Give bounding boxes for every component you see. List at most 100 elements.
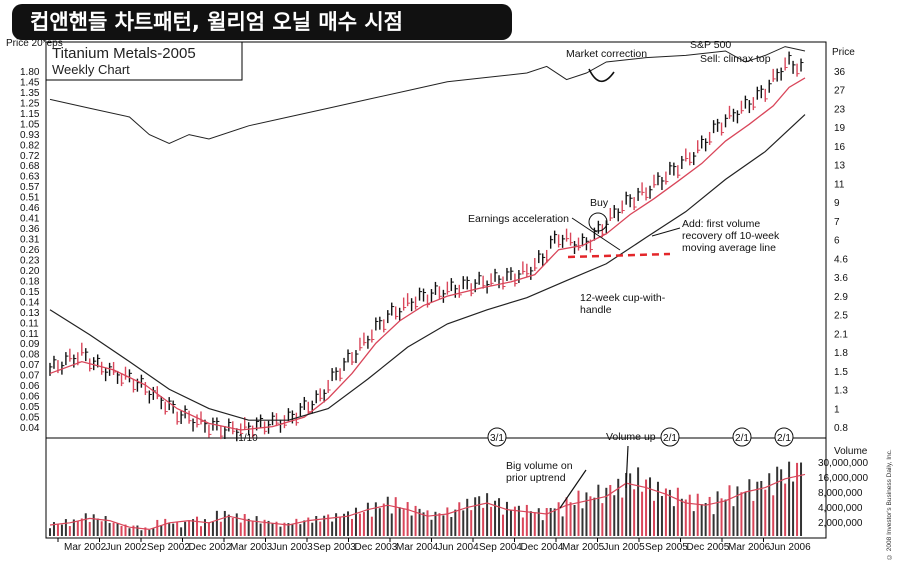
volume-bar bbox=[728, 485, 731, 536]
earnings-arrow bbox=[571, 217, 621, 251]
x-tick-label: Jun 2004 bbox=[438, 542, 480, 553]
volume-bar bbox=[227, 514, 230, 536]
volume-bar bbox=[215, 510, 218, 536]
volume-bar bbox=[104, 516, 107, 536]
volume-axis-label: Volume bbox=[834, 446, 868, 457]
right-tick-label: 2.9 bbox=[834, 292, 848, 303]
volume-bar bbox=[351, 518, 353, 536]
moving-average-lines bbox=[49, 77, 806, 431]
volume-bar bbox=[509, 509, 512, 536]
left-tick-label: 0.11 bbox=[20, 318, 39, 329]
volume-tick-label: 16,000,000 bbox=[818, 473, 868, 484]
volume-bar bbox=[323, 515, 326, 536]
volume-bar bbox=[148, 529, 151, 536]
left-tick-label: 1.25 bbox=[20, 98, 40, 109]
volume-bar bbox=[458, 502, 461, 536]
ma10-line bbox=[49, 77, 806, 431]
volume-bar bbox=[577, 490, 580, 536]
right-tick-label: 1.5 bbox=[834, 367, 848, 378]
x-tick-label: Jun 2005 bbox=[604, 542, 646, 553]
volume-bar bbox=[593, 497, 596, 536]
left-tick-label: 1.80 bbox=[20, 67, 40, 78]
volume-bar bbox=[64, 519, 67, 536]
left-tick-label: 0.23 bbox=[20, 255, 40, 266]
volume-bar bbox=[569, 502, 572, 536]
volume-bar bbox=[537, 508, 540, 536]
volume-bar bbox=[192, 519, 195, 536]
volume-bar bbox=[140, 530, 143, 536]
volume-bar bbox=[88, 521, 91, 536]
volume-bar bbox=[776, 466, 779, 536]
buy-circle bbox=[588, 212, 608, 232]
volume-bar bbox=[347, 511, 350, 536]
volume-bar bbox=[668, 489, 671, 536]
split-label: 2/1 bbox=[777, 433, 791, 444]
volume-bar bbox=[144, 527, 147, 536]
title-banner: 컵앤핸들 차트패턴, 윌리엄 오닐 매수 시점 bbox=[12, 4, 512, 40]
volume-tick-label: 4,000,000 bbox=[818, 503, 863, 514]
note-add-fo: Add: first volume recovery off 10-week m… bbox=[682, 218, 779, 254]
right-tick-label: 9 bbox=[834, 198, 840, 209]
volume-bar bbox=[68, 526, 71, 536]
big-volume-arrow bbox=[559, 469, 587, 509]
volume-bar bbox=[684, 499, 687, 536]
volume-bar bbox=[370, 516, 373, 536]
split-circle bbox=[660, 427, 680, 447]
volume-bar bbox=[414, 505, 417, 536]
split-circle bbox=[732, 427, 752, 447]
volume-bar bbox=[116, 523, 119, 536]
volume-bar bbox=[621, 497, 624, 536]
right-tick-label: 2.5 bbox=[834, 311, 848, 322]
volume-bar bbox=[259, 523, 262, 536]
volume-bar bbox=[653, 500, 655, 536]
volume-bar bbox=[219, 521, 222, 536]
volume-bar bbox=[680, 498, 683, 536]
left-tick-label: 0.09 bbox=[20, 339, 40, 350]
volume-bar bbox=[740, 492, 743, 536]
x-tick-label: Jun 2002 bbox=[106, 542, 148, 553]
right-tick-label: 1.8 bbox=[834, 348, 848, 359]
left-tick-label: 0.14 bbox=[20, 297, 40, 308]
volume-bar bbox=[605, 487, 608, 536]
volume-bar bbox=[533, 512, 536, 536]
volume-bar bbox=[442, 515, 445, 536]
volume-bar bbox=[521, 517, 524, 536]
volume-bar bbox=[402, 509, 405, 536]
left-tick-label: 0.41 bbox=[20, 214, 40, 225]
right-tick-label: 4.6 bbox=[834, 254, 848, 265]
left-tick-label: 0.68 bbox=[20, 161, 40, 172]
volume-bar bbox=[275, 521, 278, 536]
left-tick-label: 0.20 bbox=[20, 266, 40, 277]
volume-bar bbox=[764, 489, 767, 536]
volume-bar bbox=[172, 523, 175, 536]
x-tick-label: Jun 2003 bbox=[272, 542, 314, 553]
split-label: 1/10 bbox=[238, 433, 258, 444]
note-sp500: S&P 500 bbox=[690, 39, 731, 51]
right-tick-label: 11 bbox=[834, 179, 845, 190]
volume-bar bbox=[426, 510, 429, 536]
volume-bar bbox=[557, 502, 560, 536]
note-cup-fo: 12-week cup-with-handle bbox=[580, 292, 665, 316]
volume-bar bbox=[664, 488, 667, 536]
volume-bar bbox=[339, 516, 342, 536]
left-tick-label: 0.15 bbox=[20, 287, 40, 298]
volume-bar bbox=[343, 513, 346, 536]
split-label: 2/1 bbox=[735, 433, 749, 444]
right-tick-label: 27 bbox=[834, 86, 846, 97]
volume-bar bbox=[529, 511, 532, 536]
volume-bar bbox=[307, 517, 310, 536]
x-tick-label: Mar 2004 bbox=[396, 542, 439, 553]
right-tick-label: 0.8 bbox=[834, 423, 848, 434]
volume-bar bbox=[752, 500, 755, 536]
right-tick-label: 1.3 bbox=[834, 386, 848, 397]
right-axis-ticks: 36 27 23 19 16 13 11 9 7 6 4.6 3.6 2.9 2.5 2.1 1.8 1.5 1.… bbox=[834, 67, 848, 434]
x-tick-label: Sep 2005 bbox=[645, 542, 688, 553]
volume-bar bbox=[211, 521, 214, 536]
volume-bar bbox=[271, 523, 274, 536]
right-tick-label: 1 bbox=[834, 404, 840, 415]
volume-bar bbox=[573, 504, 576, 536]
volume-bar bbox=[136, 525, 139, 536]
volume-bar bbox=[704, 503, 707, 536]
handle-pivot-line bbox=[567, 252, 671, 259]
volume-bar bbox=[188, 520, 191, 536]
